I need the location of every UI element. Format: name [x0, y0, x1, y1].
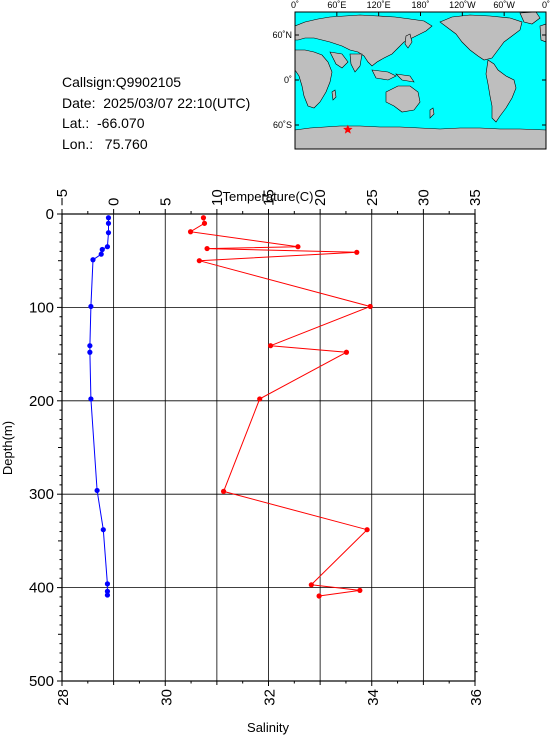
salinity-data-point: [367, 303, 373, 310]
temperature-data-point: [99, 246, 105, 253]
temperature-data-point: [98, 251, 104, 257]
map-lat-tick-label: 0˚: [284, 75, 292, 85]
salinity-data-point: [200, 215, 207, 221]
temperature-tick-label: 35: [467, 189, 484, 206]
chart-grid: [62, 214, 475, 681]
longitude-text: Lon.: 75.760: [62, 135, 148, 152]
map-lon-tick-label: 60˚E: [327, 0, 346, 10]
salinity-data-point: [201, 220, 208, 226]
salinity-data-point: [364, 527, 370, 533]
latitude-text: Lat.: -66.070: [62, 115, 145, 131]
depth-axis-label: Depth(m): [0, 421, 15, 475]
salinity-data-point: [257, 396, 263, 402]
temperature-data-point: [105, 230, 112, 236]
temperature-data-point: [104, 592, 111, 598]
temperature-tick-label: 25: [364, 189, 381, 206]
depth-tick-label: 200: [29, 393, 54, 410]
salinity-data-point: [316, 593, 322, 599]
depth-tick-label: 500: [29, 673, 54, 690]
depth-tick-label: 100: [29, 299, 54, 316]
location-map: 0˚ 60˚E 120˚E 180˚ 120˚W 60˚W 0˚ 60˚N 0˚ 60˚S: [272, 0, 550, 150]
salinity-data-point: [267, 343, 274, 349]
float-position-marker: [343, 124, 353, 134]
salinity-data-point: [204, 245, 210, 252]
temperature-axis-label: Temperature(C): [222, 189, 313, 204]
temperature-data-point: [105, 220, 112, 226]
salinity-axis-label: Salinity: [247, 720, 289, 735]
date-text: Date: 2025/03/07 22:10(UTC): [62, 94, 251, 111]
temperature-tick-label: 15: [261, 189, 278, 206]
salinity-data-point: [343, 349, 350, 355]
map-lon-tick-label: 60˚W: [493, 0, 515, 10]
salinity-data-point: [295, 244, 301, 250]
salinity-tick-label: 36: [468, 689, 485, 706]
callsign-text: Callsign:Q9902105: [62, 74, 182, 90]
map-lat-tick-label: 60˚N: [272, 30, 292, 40]
temperature-data-point: [94, 487, 100, 494]
temperature-data-point: [88, 396, 94, 402]
temperature-data-point: [87, 343, 93, 349]
temperature-data-point: [90, 257, 96, 263]
float-info: Callsign:Q9902105 Date: 2025/03/07 22:10…: [62, 72, 250, 154]
map-lon-tick-label: 180˚: [411, 0, 429, 10]
salinity-data-point: [354, 249, 360, 255]
map-lon-tick-label: 0˚: [291, 0, 299, 10]
map-lon-tick-label: 120˚W: [449, 0, 476, 10]
temperature-tick-label: −5: [54, 189, 71, 206]
salinity-data-point: [357, 587, 363, 594]
salinity-tick-label: 32: [262, 689, 279, 706]
salinity-tick-label: 28: [55, 689, 72, 706]
temperature-profile-line: [89, 217, 109, 596]
salinity-profile-line: [189, 217, 372, 597]
temperature-tick-label: 0: [106, 198, 123, 206]
temperature-data-point: [100, 527, 106, 533]
temperature-tick-label: 20: [312, 189, 329, 206]
temperature-tick-label: 10: [209, 189, 226, 206]
depth-tick-label: 0: [46, 206, 54, 223]
temperature-data-point: [105, 215, 112, 221]
salinity-data-point: [196, 258, 202, 264]
map-land: [295, 12, 546, 149]
plot-frame: [61, 213, 476, 682]
temperature-tick-label: 5: [157, 198, 174, 206]
salinity-tick-label: 30: [158, 689, 175, 706]
temperature-data-point: [104, 581, 111, 587]
map-ticks: 0˚ 60˚E 120˚E 180˚ 120˚W 60˚W 0˚ 60˚N 0˚ 60˚S: [272, 0, 550, 130]
salinity-data-point: [187, 229, 194, 235]
salinity-tick-label: 34: [365, 689, 382, 706]
depth-tick-label: 400: [29, 580, 54, 597]
map-lon-tick-label: 120˚E: [367, 0, 391, 10]
map-lon-tick-label: 0˚: [542, 0, 550, 10]
chart-series: [87, 215, 373, 599]
salinity-data-point: [308, 582, 314, 588]
temperature-data-point: [104, 588, 111, 594]
temperature-data-point: [88, 303, 94, 310]
temperature-data-point: [87, 349, 93, 355]
map-lat-tick-label: 60˚S: [273, 120, 292, 130]
salinity-data-point: [220, 488, 227, 494]
depth-tick-label: 300: [29, 486, 54, 503]
temperature-tick-label: 30: [415, 189, 432, 206]
temperature-data-point: [104, 244, 111, 250]
